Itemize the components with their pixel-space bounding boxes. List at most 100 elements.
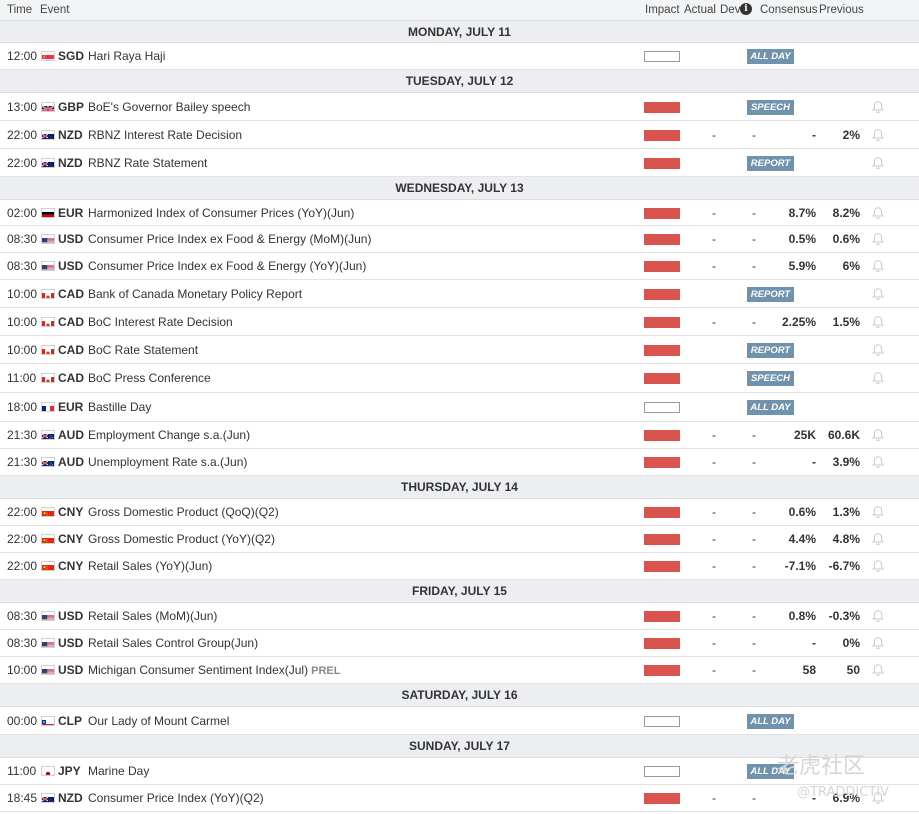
event-name-container[interactable]: Michigan Consumer Sentiment Index(Jul) PR… bbox=[88, 663, 340, 677]
event-row[interactable]: 02:00 EUR Harmonized Index of Consumer Pri… bbox=[0, 200, 919, 226]
bell-icon[interactable] bbox=[871, 609, 885, 623]
event-row[interactable]: 22:00 CNY Gross Domestic Product (QoQ)(Q2)… bbox=[0, 499, 919, 526]
event-name-container[interactable]: Employment Change s.a.(Jun) bbox=[88, 428, 250, 442]
event-name[interactable]: Consumer Price Index (YoY)(Q2) bbox=[88, 791, 264, 805]
event-name[interactable]: Bastille Day bbox=[88, 400, 152, 414]
event-name[interactable]: Consumer Price Index ex Food & Energy (Y… bbox=[88, 259, 367, 273]
bell-icon[interactable] bbox=[871, 663, 885, 677]
event-row[interactable]: 10:00 CAD Bank of Canada Monetary Policy R… bbox=[0, 280, 919, 308]
event-name-container[interactable]: BoC Press Conference bbox=[88, 371, 211, 385]
event-name-container[interactable]: Marine Day bbox=[88, 764, 149, 778]
event-name[interactable]: Retail Sales Control Group(Jun) bbox=[88, 636, 259, 650]
event-name-container[interactable]: Hari Raya Haji bbox=[88, 49, 165, 63]
event-name-container[interactable]: Harmonized Index of Consumer Prices (YoY… bbox=[88, 206, 354, 220]
bell-icon[interactable] bbox=[871, 428, 885, 442]
col-time[interactable]: Time bbox=[7, 4, 33, 16]
event-row[interactable]: 10:00 CAD BoC Rate Statement REPORT bbox=[0, 336, 919, 364]
event-row[interactable]: 10:00 CAD BoC Interest Rate Decision - - 2.25… bbox=[0, 308, 919, 336]
event-row[interactable]: 22:00 CNY Gross Domestic Product (YoY)(Q2)… bbox=[0, 526, 919, 553]
bell-icon[interactable] bbox=[871, 206, 885, 220]
bell-icon[interactable] bbox=[871, 559, 885, 573]
event-name-container[interactable]: Our Lady of Mount Carmel bbox=[88, 714, 229, 728]
event-name-container[interactable]: Bastille Day bbox=[88, 400, 151, 414]
event-row[interactable]: 22:00 NZD RBNZ Interest Rate Decision - - - 2% bbox=[0, 121, 919, 149]
bell-icon[interactable] bbox=[871, 343, 885, 357]
col-event[interactable]: Event bbox=[40, 4, 70, 16]
event-name-container[interactable]: BoC Rate Statement bbox=[88, 343, 198, 357]
event-name[interactable]: Gross Domestic Product (QoQ)(Q2) bbox=[88, 505, 279, 519]
col-dev[interactable]: Dev bbox=[720, 4, 741, 16]
event-name-container[interactable]: Gross Domestic Product (QoQ)(Q2) bbox=[88, 505, 279, 519]
col-actual[interactable]: Actual bbox=[684, 4, 716, 16]
event-row[interactable]: 18:45 NZD Consumer Price Index (YoY)(Q2) - -… bbox=[0, 785, 919, 812]
bell-icon[interactable] bbox=[871, 371, 885, 385]
event-name-container[interactable]: BoE's Governor Bailey speech bbox=[88, 100, 250, 114]
event-name[interactable]: Unemployment Rate s.a.(Jun) bbox=[88, 455, 248, 469]
event-name[interactable]: BoC Rate Statement bbox=[88, 343, 199, 357]
bell-icon[interactable] bbox=[871, 287, 885, 301]
bell-icon[interactable] bbox=[871, 100, 885, 114]
event-row[interactable]: 12:00 SGD Hari Raya Haji ALL DAY bbox=[0, 43, 919, 70]
impact-bar bbox=[644, 534, 680, 545]
event-row[interactable]: 08:30 USD Consumer Price Index ex Food & E… bbox=[0, 226, 919, 253]
bell-icon[interactable] bbox=[871, 259, 885, 273]
event-name[interactable]: Retail Sales (MoM)(Jun) bbox=[88, 609, 218, 623]
event-name[interactable]: Marine Day bbox=[88, 764, 150, 778]
event-row[interactable]: 00:00 CLP Our Lady of Mount Carmel ALL DAY bbox=[0, 707, 919, 735]
bell-icon[interactable] bbox=[871, 636, 885, 650]
event-name[interactable]: Michigan Consumer Sentiment Index(Jul) bbox=[88, 663, 309, 677]
event-row[interactable]: 21:30 AUD Employment Change s.a.(Jun) - - 25K… bbox=[0, 422, 919, 449]
event-name-container[interactable]: Retail Sales Control Group(Jun) bbox=[88, 636, 258, 650]
event-row[interactable]: 22:00 CNY Retail Sales (YoY)(Jun) - - -7.1% -6… bbox=[0, 553, 919, 580]
flag-sg-icon bbox=[41, 51, 55, 61]
col-impact[interactable]: Impact bbox=[645, 4, 680, 16]
bell-icon[interactable] bbox=[871, 455, 885, 469]
flag-nz-icon bbox=[41, 158, 55, 168]
event-row[interactable]: 11:00 CAD BoC Press Conference SPEECH bbox=[0, 364, 919, 393]
event-name[interactable]: Employment Change s.a.(Jun) bbox=[88, 428, 251, 442]
event-name[interactable]: Our Lady of Mount Carmel bbox=[88, 714, 230, 728]
event-name[interactable]: RBNZ Interest Rate Decision bbox=[88, 128, 243, 142]
col-consensus[interactable]: Consensus bbox=[760, 4, 818, 16]
event-row[interactable]: 13:00 GBP BoE's Governor Bailey speech SPEE… bbox=[0, 93, 919, 121]
event-row[interactable]: 21:30 AUD Unemployment Rate s.a.(Jun) - - - 3.… bbox=[0, 449, 919, 476]
event-row[interactable]: 08:30 USD Retail Sales Control Group(Jun) -… bbox=[0, 630, 919, 657]
event-name[interactable]: BoE's Governor Bailey speech bbox=[88, 100, 251, 114]
bell-icon[interactable] bbox=[871, 532, 885, 546]
event-name[interactable]: BoC Press Conference bbox=[88, 371, 211, 385]
event-name[interactable]: BoC Interest Rate Decision bbox=[88, 315, 233, 329]
event-name-container[interactable]: Retail Sales (MoM)(Jun) bbox=[88, 609, 217, 623]
event-row[interactable]: 18:00 EUR Bastille Day ALL DAY bbox=[0, 393, 919, 422]
event-name-container[interactable]: Unemployment Rate s.a.(Jun) bbox=[88, 455, 247, 469]
event-name-container[interactable]: BoC Interest Rate Decision bbox=[88, 315, 233, 329]
event-row[interactable]: 22:00 NZD RBNZ Rate Statement REPORT bbox=[0, 149, 919, 177]
bell-icon[interactable] bbox=[871, 232, 885, 246]
event-name[interactable]: Bank of Canada Monetary Policy Report bbox=[88, 287, 303, 301]
bell-icon[interactable] bbox=[871, 156, 885, 170]
bell-icon[interactable] bbox=[871, 505, 885, 519]
event-row[interactable]: 10:00 USD Michigan Consumer Sentiment Inde… bbox=[0, 657, 919, 684]
info-icon[interactable]: i bbox=[740, 3, 752, 15]
event-row[interactable]: 08:30 USD Consumer Price Index ex Food & E… bbox=[0, 253, 919, 280]
day-label: THURSDAY, JULY 14 bbox=[401, 480, 518, 494]
event-name-container[interactable]: Consumer Price Index (YoY)(Q2) bbox=[88, 791, 264, 805]
event-name[interactable]: RBNZ Rate Statement bbox=[88, 156, 208, 170]
event-name-container[interactable]: RBNZ Rate Statement bbox=[88, 156, 207, 170]
event-name[interactable]: Gross Domestic Product (YoY)(Q2) bbox=[88, 532, 275, 546]
event-name-container[interactable]: RBNZ Interest Rate Decision bbox=[88, 128, 242, 142]
event-name-container[interactable]: Consumer Price Index ex Food & Energy (Y… bbox=[88, 259, 366, 273]
bell-icon[interactable] bbox=[871, 315, 885, 329]
col-previous[interactable]: Previous bbox=[819, 4, 864, 16]
event-name-container[interactable]: Bank of Canada Monetary Policy Report bbox=[88, 287, 302, 301]
event-name-container[interactable]: Gross Domestic Product (YoY)(Q2) bbox=[88, 532, 275, 546]
event-row[interactable]: 11:00 JPY Marine Day ALL DAY bbox=[0, 758, 919, 785]
bell-icon[interactable] bbox=[871, 791, 885, 805]
bell-icon[interactable] bbox=[871, 128, 885, 142]
event-name[interactable]: Consumer Price Index ex Food & Energy (M… bbox=[88, 232, 372, 246]
event-name-container[interactable]: Consumer Price Index ex Food & Energy (M… bbox=[88, 232, 371, 246]
event-name[interactable]: Retail Sales (YoY)(Jun) bbox=[88, 559, 213, 573]
event-row[interactable]: 08:30 USD Retail Sales (MoM)(Jun) - - 0.8% -0.… bbox=[0, 603, 919, 630]
event-name-container[interactable]: Retail Sales (YoY)(Jun) bbox=[88, 559, 212, 573]
event-name[interactable]: Harmonized Index of Consumer Prices (YoY… bbox=[88, 206, 355, 220]
event-name[interactable]: Hari Raya Haji bbox=[88, 49, 166, 63]
